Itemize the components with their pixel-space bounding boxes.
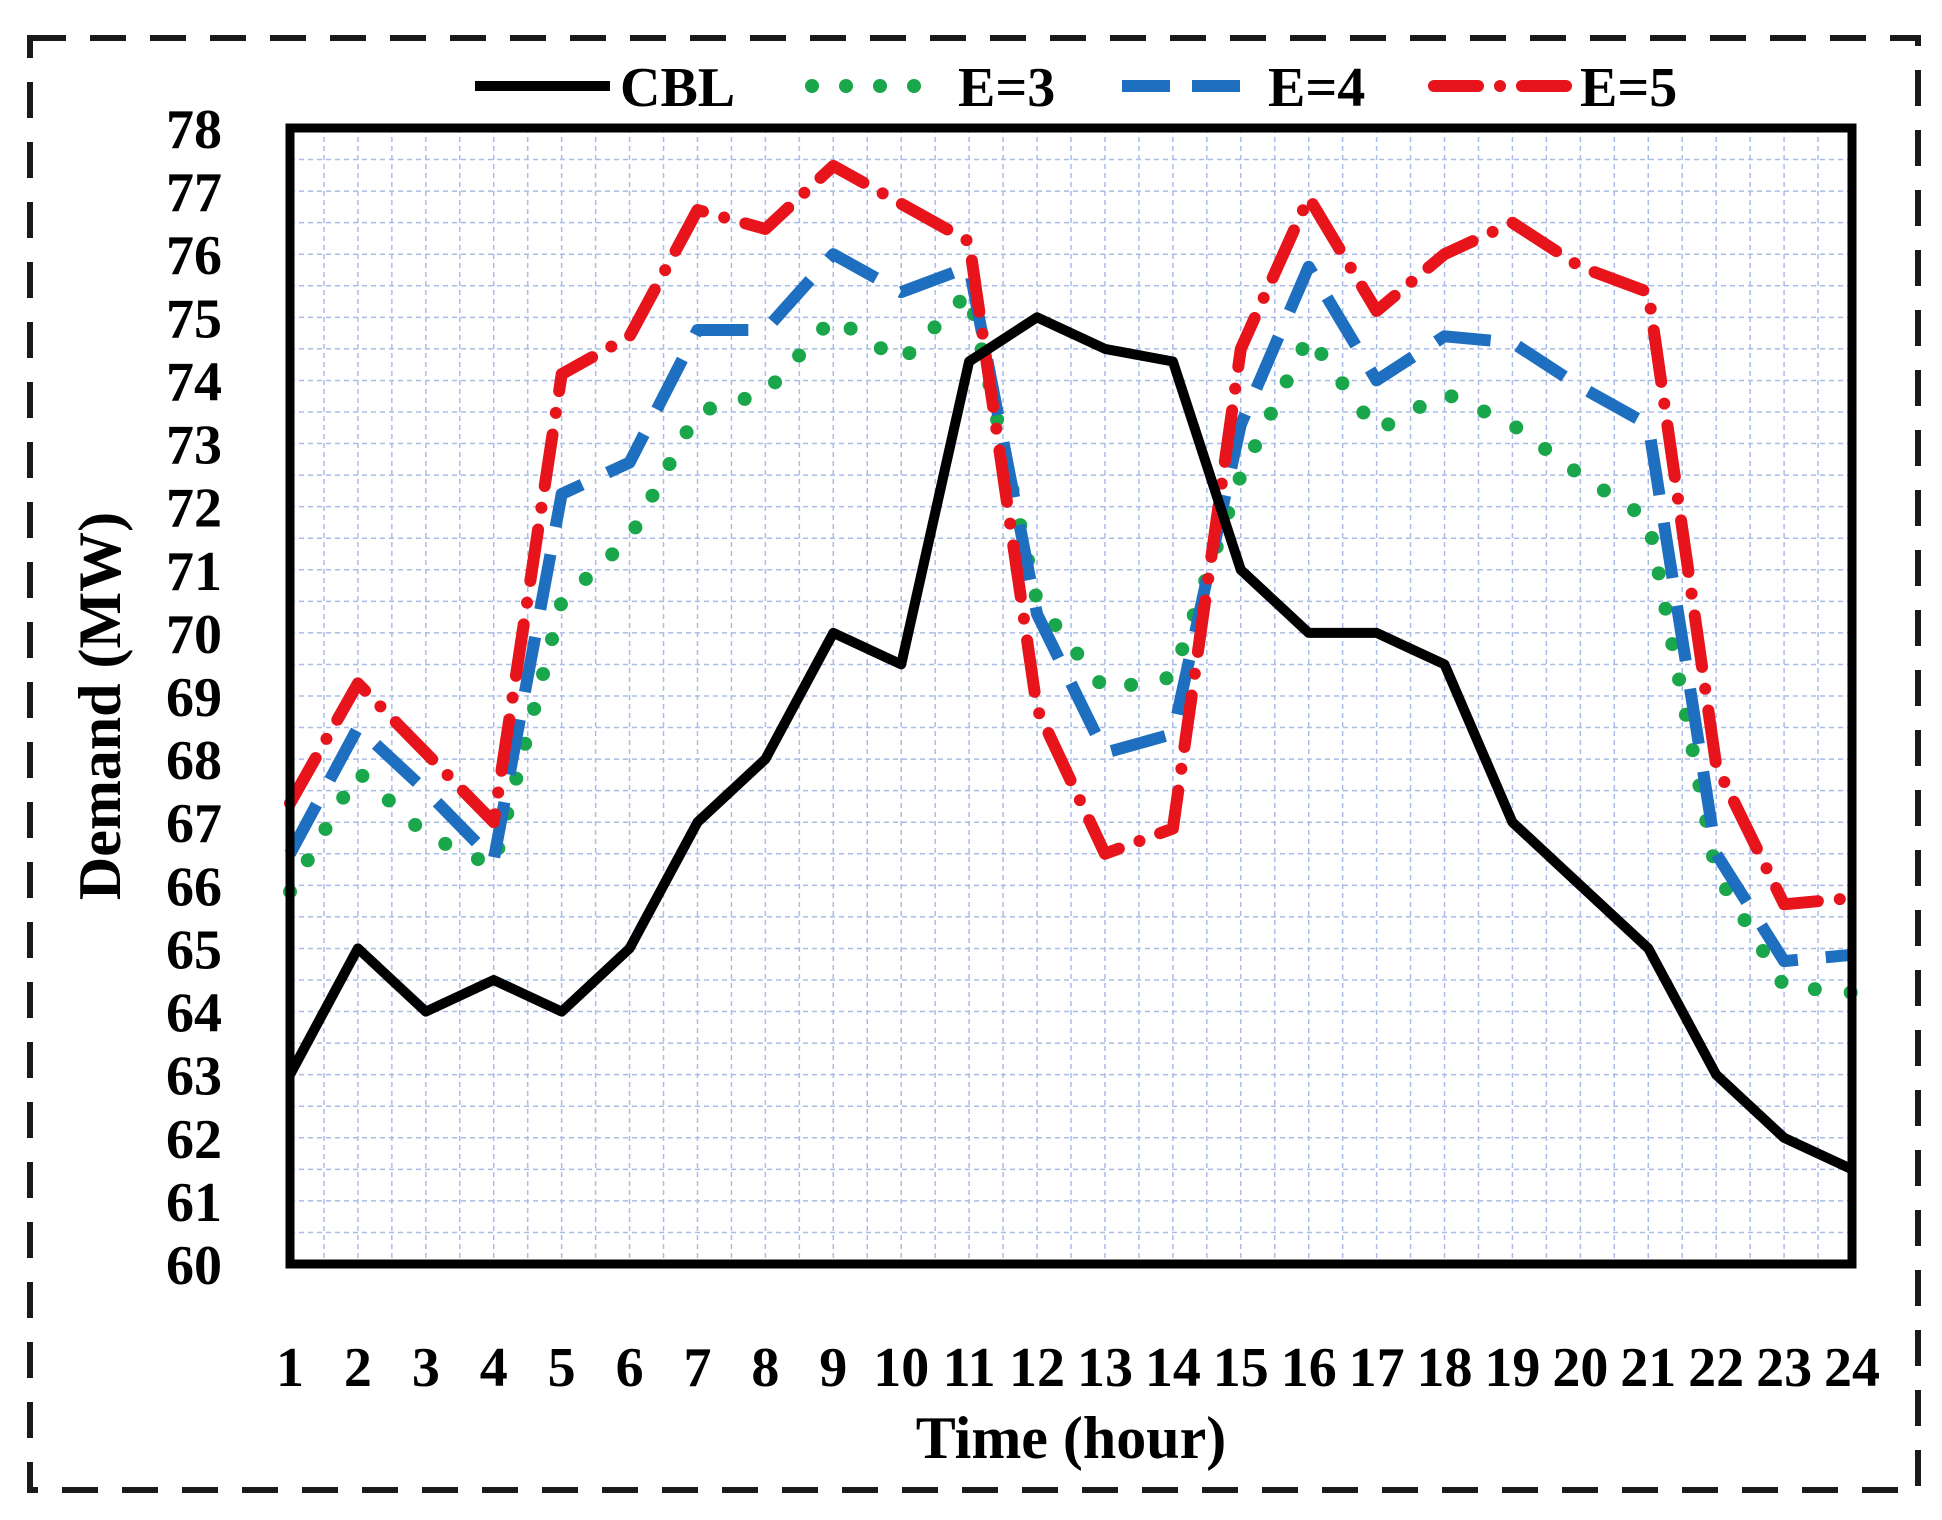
- x-tick-label: 23: [1756, 1337, 1812, 1399]
- x-tick-label: 11: [943, 1337, 996, 1399]
- x-tick-label: 3: [412, 1337, 440, 1399]
- figure-border: [27, 35, 1921, 1493]
- x-tick-label: 9: [819, 1337, 847, 1399]
- legend-label: E=4: [1268, 57, 1365, 119]
- x-axis-title: Time (hour): [916, 1405, 1227, 1471]
- y-tick-label: 72: [166, 478, 222, 540]
- series-layer: [283, 159, 1859, 1174]
- y-tick-label: 66: [166, 856, 222, 918]
- x-tick-label: 8: [751, 1337, 779, 1399]
- x-tick-label: 4: [480, 1337, 508, 1399]
- y-tick-label: 77: [166, 162, 222, 224]
- x-tick-label: 6: [616, 1337, 644, 1399]
- y-tick-label: 73: [166, 415, 222, 477]
- x-tick-label: 13: [1077, 1337, 1133, 1399]
- plot-frame: [285, 123, 1857, 1269]
- y-tick-label: 60: [166, 1235, 222, 1297]
- y-tick-label: 64: [166, 983, 222, 1045]
- x-tick-label: 12: [1009, 1337, 1065, 1399]
- y-tick-label: 65: [166, 919, 222, 981]
- y-tick-label: 70: [166, 604, 222, 666]
- x-tick-label: 5: [548, 1337, 576, 1399]
- legend-label: E=3: [958, 57, 1055, 119]
- x-tick-label: 20: [1552, 1337, 1608, 1399]
- x-tick-label: 24: [1824, 1337, 1880, 1399]
- x-tick-label: 22: [1688, 1337, 1744, 1399]
- y-tick-label: 76: [166, 225, 222, 287]
- x-tick-label: 1: [276, 1337, 304, 1399]
- x-tick-label: 2: [344, 1337, 372, 1399]
- y-tick-label: 63: [166, 1046, 222, 1108]
- series-line-e5: [284, 159, 1858, 911]
- y-tick-label: 69: [166, 667, 222, 729]
- x-tick-label: 15: [1213, 1337, 1269, 1399]
- x-tick-label: 7: [683, 1337, 711, 1399]
- y-tick-label: 67: [166, 793, 222, 855]
- x-tick-label: 10: [873, 1337, 929, 1399]
- y-tick-label: 78: [166, 99, 222, 161]
- y-tick-label: 62: [166, 1109, 222, 1171]
- x-tick-label: 14: [1145, 1337, 1201, 1399]
- legend: CBL E=3 E=4 E=5: [475, 57, 1677, 119]
- y-axis-title: Demand (MW): [67, 512, 133, 900]
- legend-label: E=5: [1580, 57, 1677, 119]
- x-tick-label: 18: [1417, 1337, 1473, 1399]
- legend-label: CBL: [620, 57, 735, 119]
- y-tick-label: 74: [166, 351, 222, 413]
- series-line-e3: [283, 285, 1859, 1000]
- y-tick-label: 75: [166, 288, 222, 350]
- x-tick-label: 17: [1349, 1337, 1405, 1399]
- y-tick-label: 71: [166, 541, 222, 603]
- y-tick-label: 61: [166, 1172, 222, 1234]
- series-line-cbl: [285, 312, 1855, 1174]
- series-line-e4: [284, 248, 1853, 968]
- x-tick-label: 21: [1620, 1337, 1676, 1399]
- y-tick-label: 68: [166, 730, 222, 792]
- x-tick-label: 16: [1281, 1337, 1337, 1399]
- x-tick-label: 19: [1484, 1337, 1540, 1399]
- x-axis-ticks: 1 2 3 4 5 6 7 8 9 10 11 12 13 14 15 16 17 18 19 20 21 22 23 24: [276, 1337, 1880, 1399]
